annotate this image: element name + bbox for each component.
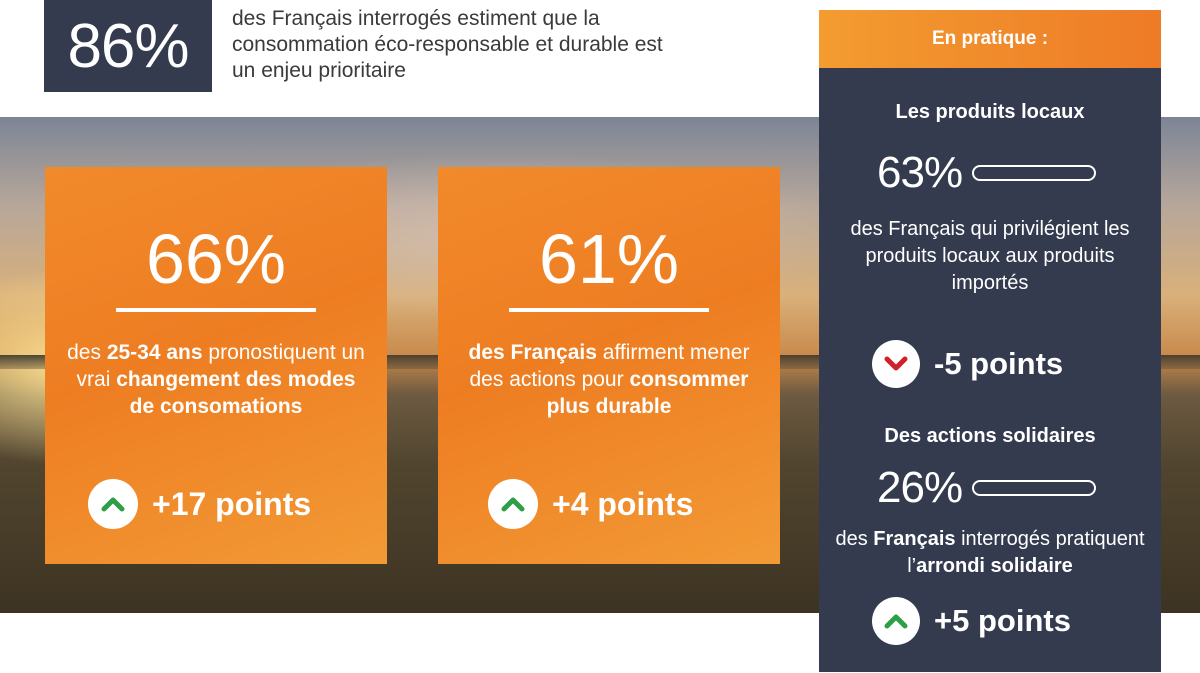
text-segment: pronostiquent un vrai [76, 341, 365, 391]
trend-indicator: -5 points [872, 340, 1063, 388]
trend-label: -5 points [934, 346, 1064, 381]
text-segment: des [835, 528, 874, 550]
section-title-solidarity: Des actions solidaires [884, 425, 1096, 447]
stat-card-sustainable-actions: 61% des Français affirment mener des act… [438, 167, 780, 564]
trend-indicator: +5 points [872, 597, 1071, 645]
text-segment: affirment mener des actions pour [469, 341, 750, 391]
trend-label: +17 points [152, 485, 312, 522]
trend-up-icon [488, 479, 538, 529]
card-description: des Français affirment mener des actions… [458, 339, 760, 420]
trend-up-icon [872, 597, 920, 645]
text-segment: des [67, 341, 107, 364]
card-percent: 66% [145, 220, 287, 298]
headline-text: des Français interrogés estiment que la … [232, 7, 663, 82]
text-emphasis: arrondi solidaire [916, 555, 1073, 577]
section-percent: 63% [877, 148, 963, 197]
section-title-local-products: Les produits locaux [895, 101, 1085, 123]
text-emphasis: 25-34 ans [106, 341, 203, 364]
text-emphasis: changement des modes de consomations [116, 368, 356, 418]
trend-up-icon [88, 479, 138, 529]
section-description: des Français interrogés pratiquent l’arr… [827, 526, 1153, 580]
in-practice-panel: Les produits locaux 63% des Français qui… [819, 68, 1161, 672]
trend-indicator: +4 points [488, 479, 693, 529]
section-percent: 26% [877, 463, 963, 512]
card-percent: 61% [538, 220, 680, 298]
trend-label: +4 points [552, 485, 694, 522]
card-divider [116, 308, 316, 312]
stat-row-local-products: 63% [877, 148, 1097, 198]
section-description: des Français qui privilégient les produi… [850, 218, 1130, 294]
headline-percent: 86% [44, 0, 212, 92]
progress-bar [972, 165, 1097, 181]
text-segment: interrogés pratiquent l’ [907, 528, 1145, 577]
panel-header: En pratique : [819, 10, 1161, 68]
trend-indicator: +17 points [88, 479, 311, 529]
stat-row-solidarity: 26% [877, 463, 1097, 513]
card-description: des 25-34 ans pronostiquent un vrai chan… [65, 339, 367, 420]
text-emphasis: Français [873, 528, 956, 550]
stat-card-young-adults: 66% des 25-34 ans pronostiquent un vrai … [45, 167, 387, 564]
text-emphasis: consommer plus durable [546, 368, 749, 418]
card-divider [509, 308, 709, 312]
trend-down-icon [872, 340, 920, 388]
text-emphasis: des Français [468, 341, 597, 364]
progress-bar [972, 480, 1097, 496]
trend-label: +5 points [934, 603, 1071, 638]
